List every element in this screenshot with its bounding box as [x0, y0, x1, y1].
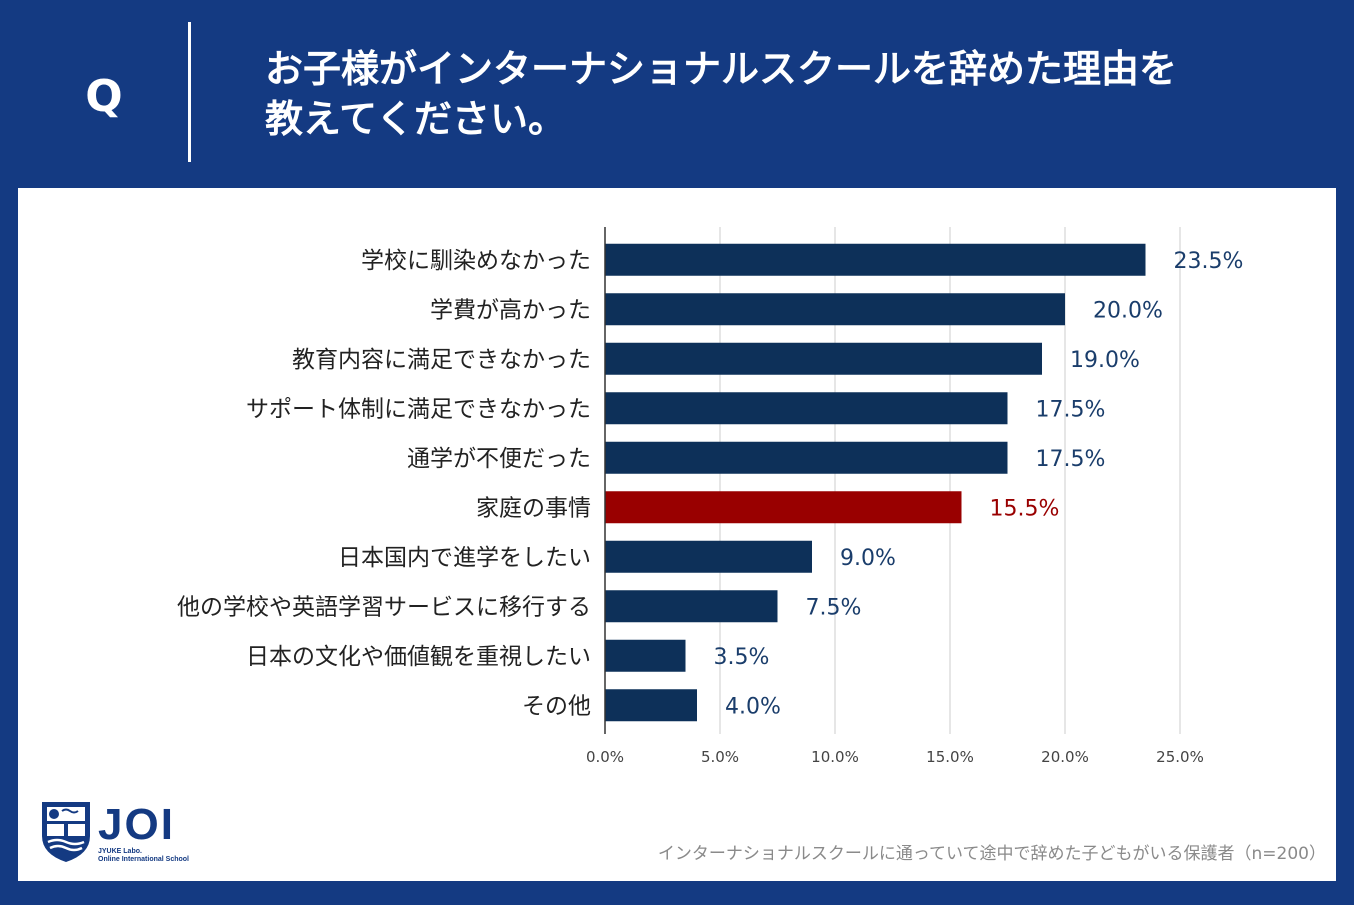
category-label: 他の学校や英語学習サービスに移行する: [177, 594, 591, 620]
value-label: 15.5%: [990, 496, 1060, 521]
question-line-1: お子様がインターナショナルスクールを辞めた理由を: [265, 47, 1178, 91]
bar: [605, 342, 1042, 375]
logo-subtitle: JYUKE Labo. Online International School: [98, 848, 189, 864]
question-title: お子様がインターナショナルスクールを辞めた理由を 教えてください。: [265, 44, 1325, 144]
value-label: 19.0%: [1070, 348, 1140, 373]
header-divider: [188, 22, 191, 162]
logo-subtitle-line-2: Online International School: [98, 856, 190, 863]
bar: [605, 540, 812, 573]
category-label: 学校に馴染めなかった: [361, 248, 591, 274]
chart-panel: 0.0% 5.0% 10.0% 15.0% 20.0% 25.0% 学校に馴染めなかった 23…: [18, 188, 1336, 881]
bar: [605, 689, 697, 722]
logo-subtitle-line-1: JYUKE Labo.: [98, 848, 142, 855]
category-label: 日本国内で進学をしたい: [338, 545, 591, 571]
category-label: 日本の文化や価値観を重視したい: [246, 644, 591, 670]
logo-wordmark: JOI: [98, 800, 175, 849]
x-tick-label: 25.0%: [1156, 748, 1204, 766]
shield-icon: [42, 802, 90, 862]
question-marker: Q: [85, 71, 123, 122]
value-label: 17.5%: [1036, 447, 1106, 472]
value-label: 9.0%: [840, 546, 896, 571]
category-label: サポート体制に満足できなかった: [246, 396, 591, 422]
bar: [605, 590, 778, 623]
x-tick-label: 15.0%: [926, 748, 974, 766]
category-label: 家庭の事情: [476, 495, 591, 521]
bar: [605, 293, 1065, 326]
bar-chart: 0.0% 5.0% 10.0% 15.0% 20.0% 25.0% 学校に馴染めなかった 23…: [177, 227, 1244, 766]
bar: [605, 639, 686, 672]
category-label: 学費が高かった: [430, 297, 591, 323]
question-line-2: 教えてください。: [265, 97, 566, 141]
x-tick-label: 10.0%: [811, 748, 859, 766]
category-label: 教育内容に満足できなかった: [292, 347, 591, 373]
value-label: 4.0%: [725, 694, 781, 719]
x-tick-label: 20.0%: [1041, 748, 1089, 766]
survey-footnote: インターナショナルスクールに通っていて途中で辞めた子どもがいる保護者（n=200…: [657, 844, 1326, 864]
bar: [605, 243, 1146, 276]
category-label: その他: [522, 693, 591, 719]
bar: [605, 441, 1008, 474]
value-label: 20.0%: [1093, 298, 1163, 323]
value-label: 7.5%: [806, 595, 862, 620]
bar: [605, 491, 962, 524]
value-label: 17.5%: [1036, 397, 1106, 422]
value-label: 23.5%: [1174, 249, 1244, 274]
x-tick-label: 5.0%: [701, 748, 739, 766]
category-label: 通学が不便だった: [407, 446, 591, 472]
joi-logo: JOI JYUKE Labo. Online International Sch…: [38, 798, 218, 868]
value-label: 3.5%: [714, 645, 770, 670]
bar: [605, 392, 1008, 425]
x-tick-label: 0.0%: [586, 748, 624, 766]
